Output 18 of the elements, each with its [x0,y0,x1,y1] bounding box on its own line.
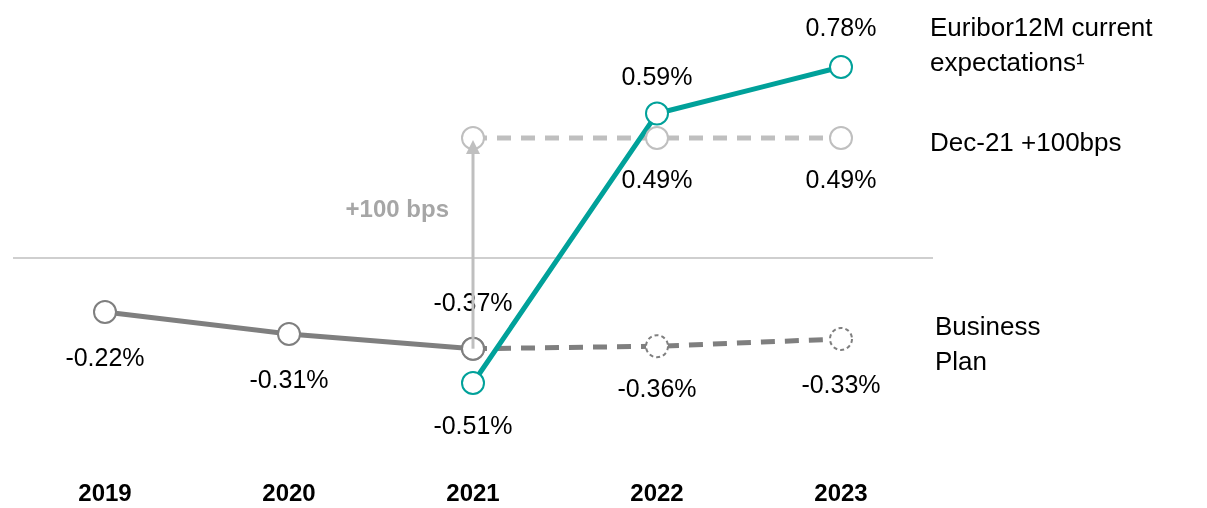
data-label: 0.78% [805,13,877,41]
data-label: -0.51% [433,411,513,439]
x-tick-label: 2021 [446,478,500,506]
data-label: -0.36% [617,374,697,403]
annotation: +100 bps [345,194,449,222]
data-label: -0.31% [249,365,329,394]
data-label: 0.49% [805,165,877,194]
x-tick-label: 2020 [262,478,316,506]
x-tick-label: 2022 [630,478,684,506]
x-tick-label: 2023 [814,478,868,506]
x-tick-label: 2019 [78,478,132,506]
text: Dec-21 +100bps [930,126,1123,159]
text: Business Plan [935,310,1042,378]
data-label: 0.59% [621,61,693,90]
data-label: 0.49% [621,165,693,194]
data-label: -0.22% [65,342,145,371]
text: Euribor12M current expectations¹ [930,11,1154,79]
data-label: -0.33% [801,369,881,398]
